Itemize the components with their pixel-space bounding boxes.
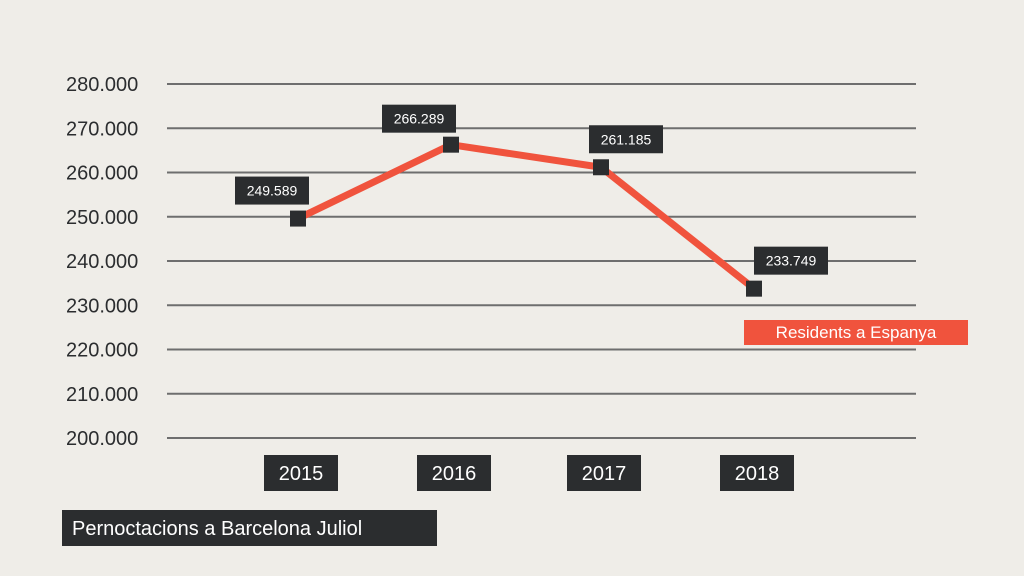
data-labels: 249.589 266.289 261.185 233.749 [235, 104, 828, 275]
data-point-marker [290, 210, 306, 227]
data-label: 249.589 [247, 183, 298, 199]
y-tick-label: 200.000 [66, 428, 138, 450]
x-tick-box [417, 455, 491, 491]
y-tick-label: 210.000 [66, 384, 138, 406]
x-axis-ticks: 2015 2016 2017 2018 [264, 455, 794, 491]
x-tick-box [264, 455, 338, 491]
y-axis-ticks: 200.000 210.000 220.000 230.000 240.000 250.0… [66, 74, 138, 450]
caption-box [62, 510, 437, 546]
y-tick-label: 260.000 [66, 163, 138, 185]
data-point-marker [443, 136, 459, 153]
x-tick-box [567, 455, 641, 491]
y-tick-label: 220.000 [66, 340, 138, 362]
chart-caption: Pernoctacions a Barcelona Juliol [72, 518, 362, 540]
data-point-marker [593, 159, 609, 176]
y-tick-label: 270.000 [66, 118, 138, 140]
data-label-box [754, 246, 828, 275]
x-tick-label: 2017 [582, 463, 627, 485]
legend-box [744, 320, 968, 345]
data-point-marker [746, 280, 762, 297]
series-layer [294, 141, 758, 293]
legend-label: Residents a Espanya [776, 323, 937, 342]
x-tick-label: 2015 [279, 463, 324, 485]
legend: Residents a Espanya [744, 320, 968, 345]
data-label-box [235, 176, 309, 205]
data-label-box [382, 104, 456, 133]
y-tick-label: 250.000 [66, 207, 138, 229]
series-line [294, 141, 758, 293]
data-label: 266.289 [394, 111, 445, 127]
x-tick-label: 2018 [735, 463, 780, 485]
y-tick-label: 280.000 [66, 74, 138, 96]
data-label-box [589, 125, 663, 154]
markers [290, 136, 762, 297]
data-label: 261.185 [601, 131, 652, 147]
y-tick-label: 230.000 [66, 295, 138, 317]
x-tick-label: 2016 [432, 463, 477, 485]
data-label: 233.749 [766, 253, 817, 269]
y-tick-label: 240.000 [66, 251, 138, 273]
x-tick-box [720, 455, 794, 491]
caption: Pernoctacions a Barcelona Juliol [62, 510, 437, 546]
